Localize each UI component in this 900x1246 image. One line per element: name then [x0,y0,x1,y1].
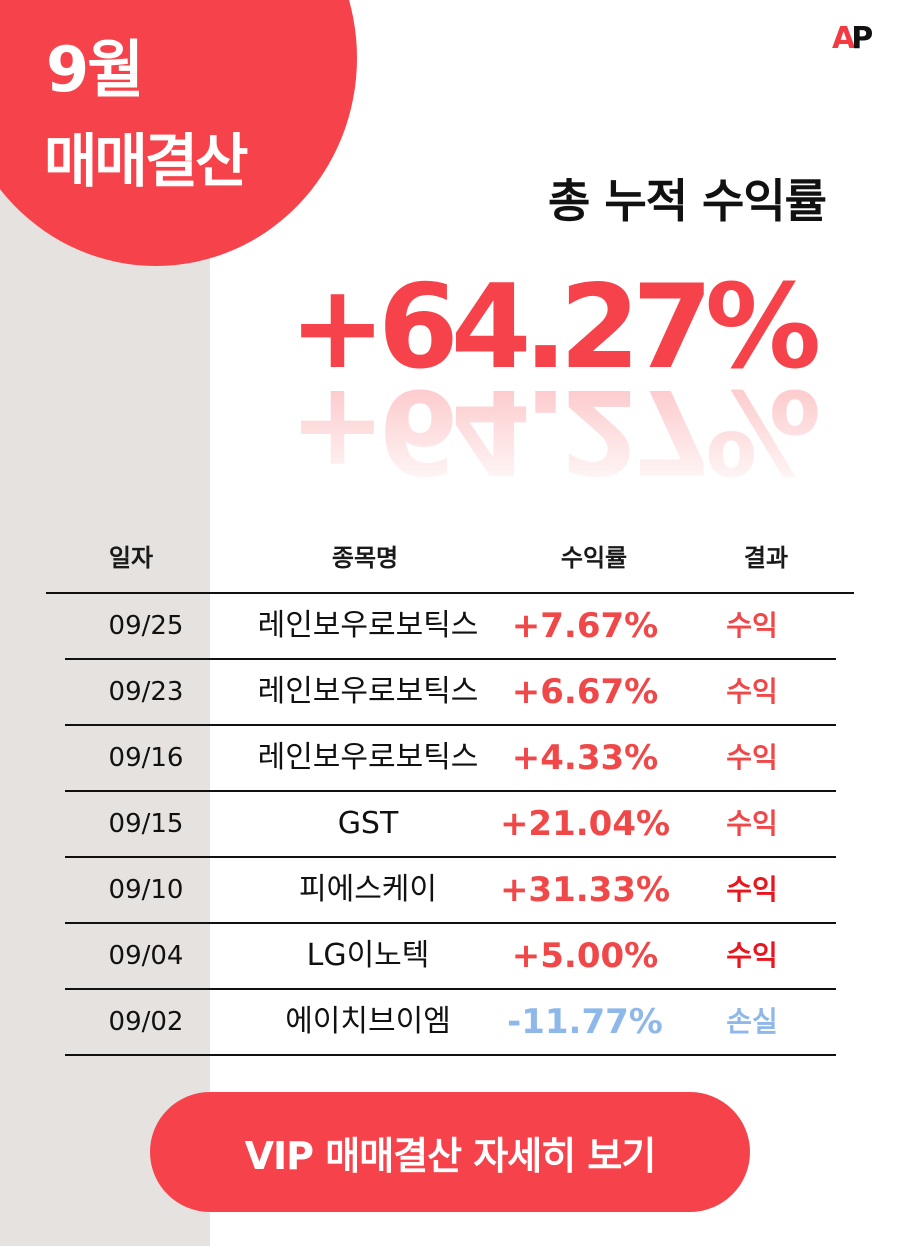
trade-result: 수익 [726,675,778,708]
trade-date: 09/15 [108,809,184,839]
trade-result: 수익 [726,939,778,972]
logo-letter-p: P [851,21,873,56]
trade-rate: +5.00% [511,936,659,976]
trade-date: 09/04 [108,941,184,971]
trade-rate: +7.67% [511,606,659,646]
trade-rate: -11.77% [507,1002,663,1042]
header-rate: 수익률 [560,544,628,572]
trade-result: 손실 [726,1005,778,1038]
trade-rate: +31.33% [499,870,671,910]
table-row: 09/04 LG이노텍 +5.00% 수익 [65,924,836,990]
trade-result: 수익 [726,741,778,774]
table-row: 09/23 레인보우로보틱스 +6.67% 수익 [65,660,836,726]
logo-letter-a: A [832,21,855,56]
trade-date: 09/16 [108,743,184,773]
trade-date: 09/23 [108,677,184,707]
badge-title: 매매결산 [44,127,248,195]
trade-rate: +4.33% [511,738,659,778]
trade-date: 09/25 [108,611,184,641]
header-date: 일자 [108,544,154,572]
stock-name: LG이노텍 [306,938,430,973]
stock-name: GST [337,806,399,841]
trade-table: 09/25 레인보우로보틱스 +7.67% 수익 09/23 레인보우로보틱스 … [65,594,836,1056]
header-divider [46,592,854,594]
total-return-rate-reflection: +64.27% [288,363,814,498]
table-row: 09/15 GST +21.04% 수익 [65,792,836,858]
trade-date: 09/10 [108,875,184,905]
stock-name: 레인보우로보틱스 [257,608,479,643]
trade-result: 수익 [726,807,778,840]
badge-month: 9월 [46,33,144,106]
table-row: 09/25 레인보우로보틱스 +7.67% 수익 [65,594,836,660]
trade-date: 09/02 [108,1007,184,1037]
stock-name: 피에스케이 [299,872,437,907]
header-result: 결과 [743,544,789,572]
headline: 총 누적 수익률 [548,174,827,228]
total-return-rate: +64.27% [288,260,821,395]
stock-name: 레인보우로보틱스 [257,674,479,709]
stock-name: 에이치브이엠 [285,1004,451,1039]
table-row: 09/10 피에스케이 +31.33% 수익 [65,858,836,924]
stock-name: 레인보우로보틱스 [257,740,479,775]
ap-logo: AP [832,21,873,56]
trade-rate: +21.04% [499,804,671,844]
header-name: 종목명 [331,544,399,572]
trade-result: 수익 [726,873,778,906]
trade-rate: +6.67% [511,672,659,712]
table-row: 09/16 레인보우로보틱스 +4.33% 수익 [65,726,836,792]
table-row: 09/02 에이치브이엠 -11.77% 손실 [65,990,836,1056]
vip-detail-button[interactable]: VIP 매매결산 자세히 보기 [150,1092,750,1212]
trade-result: 수익 [726,609,778,642]
table-header: 일자 종목명 수익률 결과 [0,530,900,574]
